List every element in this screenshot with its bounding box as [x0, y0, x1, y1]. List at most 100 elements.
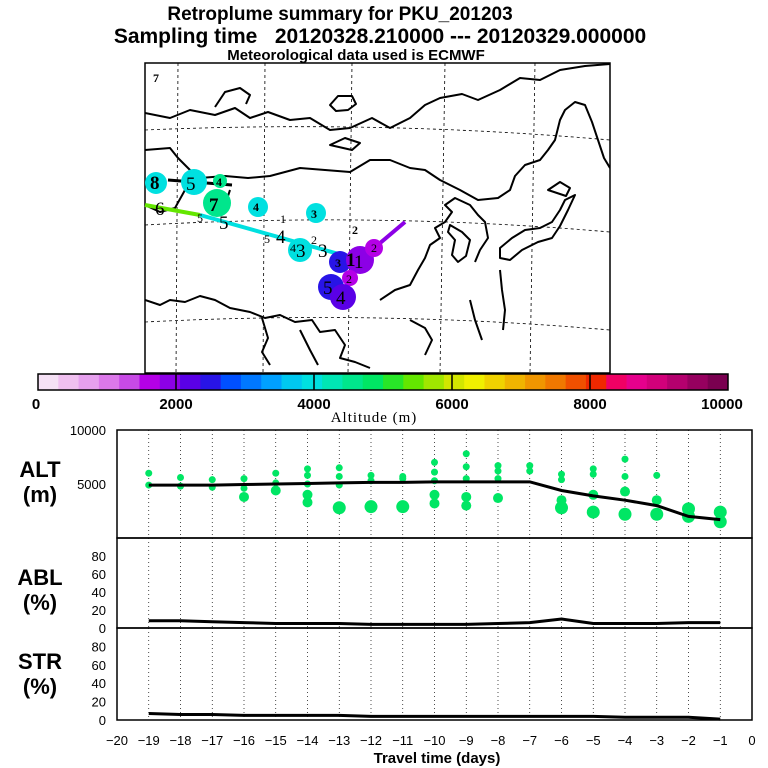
alt-mean-line: [148, 480, 721, 522]
alt-scatter-point: [240, 475, 248, 483]
str-panel-label: STR: [18, 649, 62, 674]
map-label: 5: [197, 211, 203, 225]
map-label: 5: [264, 232, 270, 246]
map-label: 4: [290, 241, 296, 255]
cluster-circle: [213, 174, 227, 188]
map-number-labels: 7 8 5 4 4 3 2 7 6 5 5 4 1 4 5 3 2 3 1 5 …: [150, 71, 377, 309]
map-label: 1: [346, 250, 356, 271]
colorbar-cell: [362, 374, 384, 390]
map-label: 5: [323, 278, 333, 299]
colorbar-frame: [37, 373, 729, 391]
cluster-circle: [203, 189, 231, 217]
alt-scatter-point: [399, 475, 407, 483]
colorbar-cell: [261, 374, 283, 390]
timeseries-panels: ALT (m) ABL (%) STR (%) 10000 5000 80 60 4…: [17, 423, 755, 767]
alt-scatter-point: [621, 472, 629, 480]
alt-ytick-label: 5000: [77, 477, 106, 492]
figure-title: Retroplume summary for PKU_201203: [167, 4, 512, 25]
alt-scatter-point: [431, 458, 438, 466]
cluster-circle: [181, 169, 207, 195]
alt-scatter-point: [304, 471, 311, 479]
sampling-time: Sampling time 20120328.210000 --- 201203…: [114, 25, 646, 48]
colorbar-cell: [281, 374, 303, 390]
cluster-circle: [342, 270, 358, 286]
x-tick-label: −20: [106, 733, 128, 748]
map-label: 3: [335, 256, 341, 270]
map-label: 7: [209, 195, 219, 216]
alt-scatter-point: [335, 464, 343, 472]
colorbar-cell: [342, 374, 364, 390]
map-label: 1: [280, 212, 286, 226]
colorbar-cell: [200, 374, 222, 390]
x-tick-label: −3: [649, 733, 664, 748]
colorbar-cell: [464, 374, 485, 390]
colorbar: 0 2000 4000 6000 8000 10000 Altitude (m): [32, 373, 743, 426]
alt-scatter-point: [177, 474, 184, 482]
alt-scatter-point: [240, 484, 248, 492]
str-line: [148, 712, 721, 721]
abl-ytick-label: 80: [92, 549, 106, 564]
colorbar-cells: [38, 374, 729, 390]
map-label: 3: [296, 241, 306, 262]
abl-ytick-label: 20: [92, 603, 106, 618]
alt-scatter-point: [526, 467, 534, 475]
colorbar-cell: [423, 374, 445, 390]
map-panel: 7 8 5 4 4 3 2 7 6 5 5 4 1 4 5 3 2 3 1 5 …: [144, 62, 611, 374]
colorbar-cell: [585, 374, 607, 390]
map-label: 5: [186, 174, 196, 195]
x-tick-label: −19: [138, 733, 160, 748]
map-label: 8: [150, 173, 160, 194]
x-tick-label: −9: [459, 733, 474, 748]
x-tick-label: −11: [392, 733, 413, 748]
alt-scatter-point: [653, 471, 661, 479]
x-tick-labels: −20 −19 −18 −17 −16 −15 −14 −13 −12 −11 −10 −9 −8 −7−…: [106, 733, 756, 748]
x-tick-label: −4: [618, 733, 633, 748]
alt-scatter-point: [302, 489, 313, 500]
cluster-circle: [248, 197, 268, 217]
colorbar-cell: [220, 374, 242, 390]
x-tick-label: −8: [491, 733, 506, 748]
alt-scatter-point: [332, 501, 346, 515]
colorbar-cell: [646, 374, 668, 390]
map-label: 3: [318, 241, 328, 262]
colorbar-tick-label: 2000: [159, 396, 192, 413]
alt-scatter-point: [621, 455, 629, 463]
colorbar-tick-label: 10000: [701, 396, 743, 413]
alt-scatter-point: [589, 470, 597, 478]
colorbar-cell: [504, 374, 526, 390]
str-panel-frame: [116, 627, 753, 721]
alt-scatter-point: [713, 505, 727, 519]
alt-scatter-point: [364, 500, 378, 514]
trajectory-segment-cyan: [199, 213, 361, 262]
map-label: 2: [371, 241, 377, 255]
x-tick-label: −15: [265, 733, 287, 748]
alt-scatter-point: [145, 469, 153, 477]
colorbar-cell: [98, 374, 120, 390]
alt-scatter-point: [272, 469, 280, 477]
map-label: 4: [276, 227, 286, 248]
alt-scatter-point: [555, 501, 568, 515]
alt-panel-unit: (m): [23, 482, 57, 507]
alt-scatter-point: [526, 462, 534, 470]
alt-scatter-point: [558, 476, 565, 484]
x-tick-label: −10: [423, 733, 445, 748]
alt-scatter-point: [558, 470, 565, 478]
colorbar-cell: [403, 374, 425, 390]
alt-ytick-label: 10000: [70, 423, 106, 438]
map-label: 2: [311, 233, 317, 247]
str-panel-unit: (%): [23, 674, 57, 699]
x-tick-label: −5: [586, 733, 601, 748]
colorbar-tick-label: 6000: [435, 396, 468, 413]
alt-scatter-point: [302, 497, 313, 508]
x-tick-label: −17: [201, 733, 223, 748]
cluster-circle: [306, 203, 326, 223]
cluster-circle: [330, 284, 356, 310]
x-tick-label: −6: [554, 733, 569, 748]
map-label: 3: [311, 207, 317, 221]
colorbar-cell: [606, 374, 628, 390]
colorbar-cell: [301, 374, 323, 390]
alt-scatter-point: [335, 472, 343, 480]
colorbar-cell: [240, 374, 262, 390]
cluster-circle: [365, 239, 383, 257]
alt-panel-label: ALT: [19, 457, 61, 482]
